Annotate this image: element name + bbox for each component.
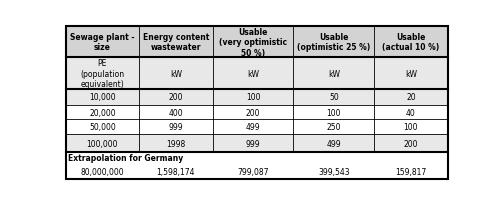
- Text: Usable
(optimistic 25 %): Usable (optimistic 25 %): [297, 33, 370, 52]
- Text: 40: 40: [406, 108, 416, 117]
- Text: 399,543: 399,543: [318, 167, 350, 176]
- Bar: [294, 105, 374, 120]
- Bar: [212, 164, 294, 179]
- Bar: [294, 90, 374, 105]
- Text: PE
(population
equivalent): PE (population equivalent): [80, 59, 124, 89]
- Bar: [212, 90, 294, 105]
- Bar: [66, 27, 139, 58]
- Bar: [374, 120, 448, 134]
- Bar: [294, 58, 374, 90]
- Text: 50,000: 50,000: [89, 123, 116, 132]
- Bar: [294, 27, 374, 58]
- Bar: [66, 105, 139, 120]
- Text: 50: 50: [329, 93, 338, 102]
- Bar: [139, 90, 212, 105]
- Text: Usable
(very optimistic
50 %): Usable (very optimistic 50 %): [219, 28, 287, 57]
- Bar: [66, 58, 139, 90]
- Text: Extrapolation for Germany: Extrapolation for Germany: [68, 153, 183, 162]
- Bar: [294, 152, 374, 164]
- Bar: [294, 164, 374, 179]
- Bar: [66, 164, 139, 179]
- Bar: [374, 105, 448, 120]
- Bar: [212, 105, 294, 120]
- Bar: [374, 27, 448, 58]
- Text: 159,817: 159,817: [396, 167, 426, 176]
- Bar: [66, 152, 139, 164]
- Bar: [139, 27, 212, 58]
- Text: Energy content
wastewater: Energy content wastewater: [142, 33, 209, 52]
- Bar: [66, 134, 139, 152]
- Bar: [374, 164, 448, 179]
- Text: 1998: 1998: [166, 139, 186, 148]
- Bar: [66, 90, 139, 105]
- Bar: [212, 152, 294, 164]
- Text: 200: 200: [404, 139, 418, 148]
- Bar: [294, 120, 374, 134]
- Bar: [212, 27, 294, 58]
- Text: 100: 100: [246, 93, 260, 102]
- Bar: [212, 58, 294, 90]
- Bar: [139, 120, 212, 134]
- Text: kW: kW: [328, 69, 340, 78]
- Bar: [139, 58, 212, 90]
- Bar: [139, 134, 212, 152]
- Text: 20,000: 20,000: [89, 108, 116, 117]
- Text: 100: 100: [404, 123, 418, 132]
- Text: 20: 20: [406, 93, 415, 102]
- Text: kW: kW: [247, 69, 259, 78]
- Text: Sewage plant -
size: Sewage plant - size: [70, 33, 134, 52]
- Text: 100: 100: [326, 108, 341, 117]
- Text: Usable
(actual 10 %): Usable (actual 10 %): [382, 33, 440, 52]
- Text: 10,000: 10,000: [89, 93, 116, 102]
- Bar: [374, 134, 448, 152]
- Text: kW: kW: [405, 69, 417, 78]
- Bar: [139, 164, 212, 179]
- Bar: [374, 152, 448, 164]
- Bar: [139, 105, 212, 120]
- Bar: [374, 90, 448, 105]
- Text: 999: 999: [168, 123, 183, 132]
- Text: 250: 250: [326, 123, 341, 132]
- Bar: [66, 120, 139, 134]
- Text: 80,000,000: 80,000,000: [80, 167, 124, 176]
- Bar: [139, 152, 212, 164]
- Text: kW: kW: [170, 69, 182, 78]
- Text: 400: 400: [168, 108, 183, 117]
- Bar: [212, 134, 294, 152]
- Bar: [374, 58, 448, 90]
- Text: 200: 200: [168, 93, 183, 102]
- Text: 1,598,174: 1,598,174: [156, 167, 195, 176]
- Bar: [212, 120, 294, 134]
- Text: 499: 499: [246, 123, 260, 132]
- Text: 100,000: 100,000: [86, 139, 118, 148]
- Text: 499: 499: [326, 139, 341, 148]
- Bar: [294, 134, 374, 152]
- Text: 200: 200: [246, 108, 260, 117]
- Text: 999: 999: [246, 139, 260, 148]
- Text: 799,087: 799,087: [237, 167, 268, 176]
